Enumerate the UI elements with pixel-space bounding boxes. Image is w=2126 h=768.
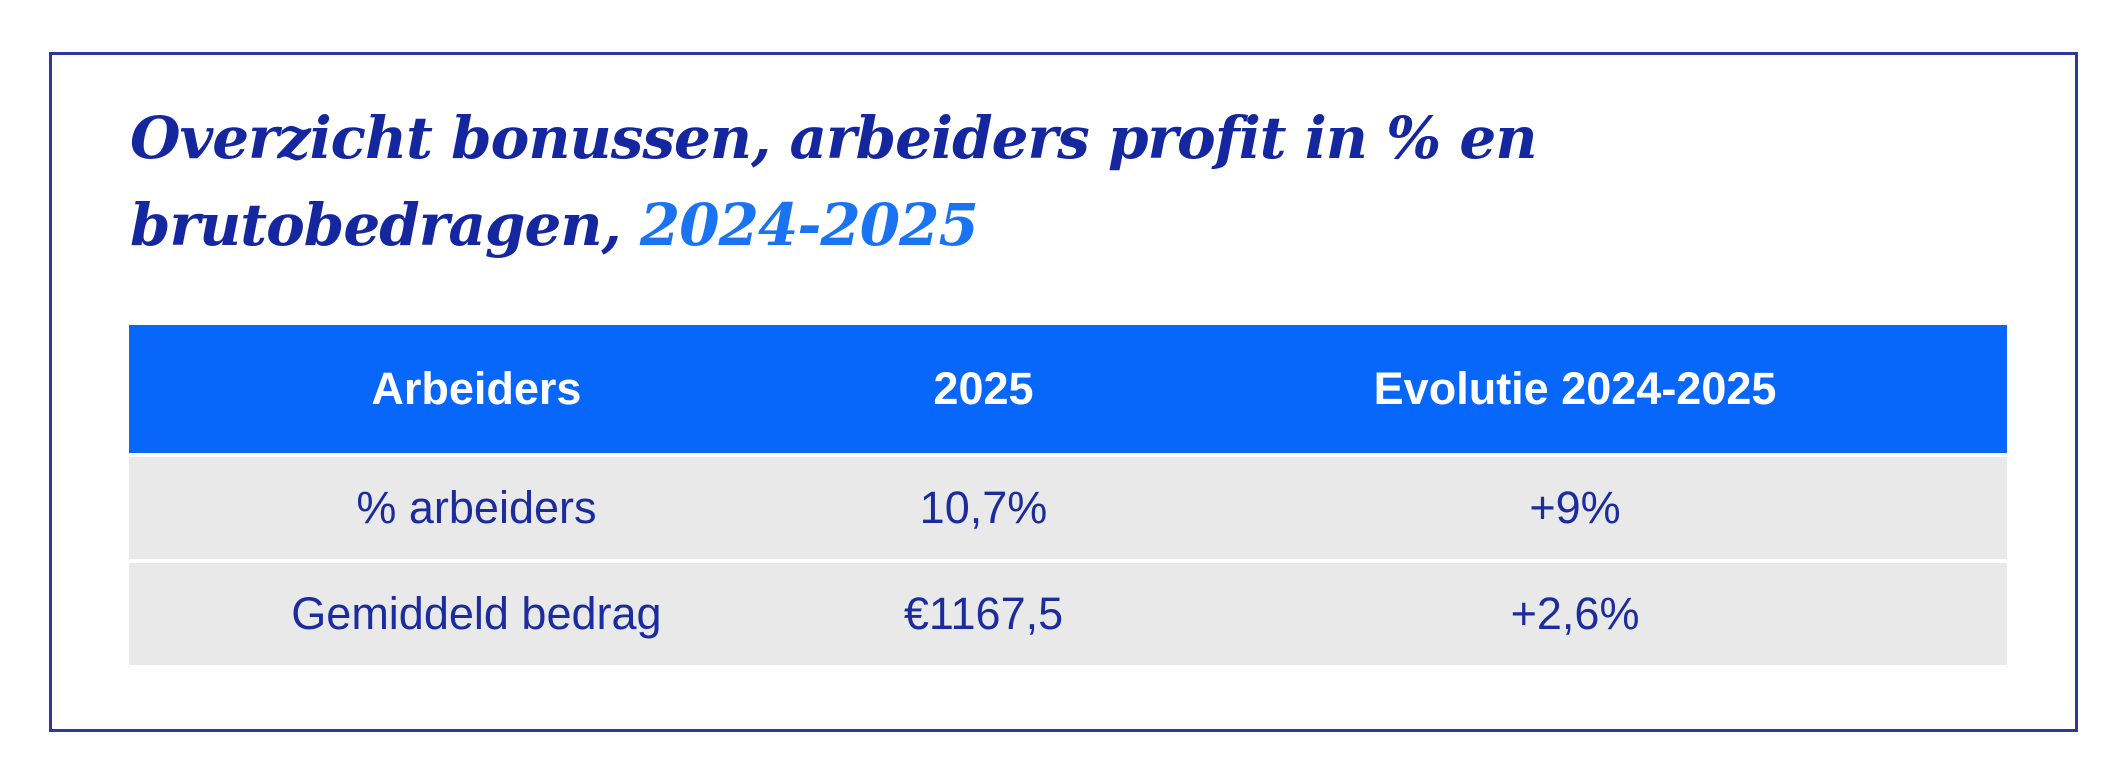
column-header-evolutie: Evolutie 2024-2025: [1373, 363, 1777, 414]
table-header-row: Arbeiders 2025 Evolutie 2024-2025: [129, 325, 2007, 453]
chart-title: Overzicht bonussen, arbeiders profit in …: [130, 95, 1537, 269]
table-cell-row2-evolutie: +2,6%: [1510, 588, 1640, 639]
content-card: Overzicht bonussen, arbeiders profit in …: [49, 52, 2078, 732]
table-cell-row2-label: Gemiddeld bedrag: [291, 588, 662, 639]
table-cell-row1-evolutie: +9%: [1529, 482, 1621, 533]
column-header-2025: 2025: [933, 363, 1034, 414]
table-row: % arbeiders 10,7% +9%: [129, 457, 2007, 559]
table-row: Gemiddeld bedrag €1167,5 +2,6%: [129, 563, 2007, 665]
chart-title-line2: brutobedragen, 2024-2025: [130, 182, 1536, 269]
table-cell-row1-label: % arbeiders: [356, 482, 597, 533]
title-year-highlight: 2024-2025: [639, 191, 979, 259]
table-cell-row1-value-2025: 10,7%: [919, 482, 1048, 533]
table-cell-row2-value-2025: €1167,5: [903, 588, 1064, 639]
chart-title-line1: Overzicht bonussen, arbeiders profit in …: [130, 104, 1537, 172]
column-header-arbeiders: Arbeiders: [371, 363, 582, 414]
bonus-table: Arbeiders 2025 Evolutie 2024-2025 % arbe…: [129, 325, 2007, 665]
chart-title-line2-main: brutobedragen,: [130, 191, 640, 259]
